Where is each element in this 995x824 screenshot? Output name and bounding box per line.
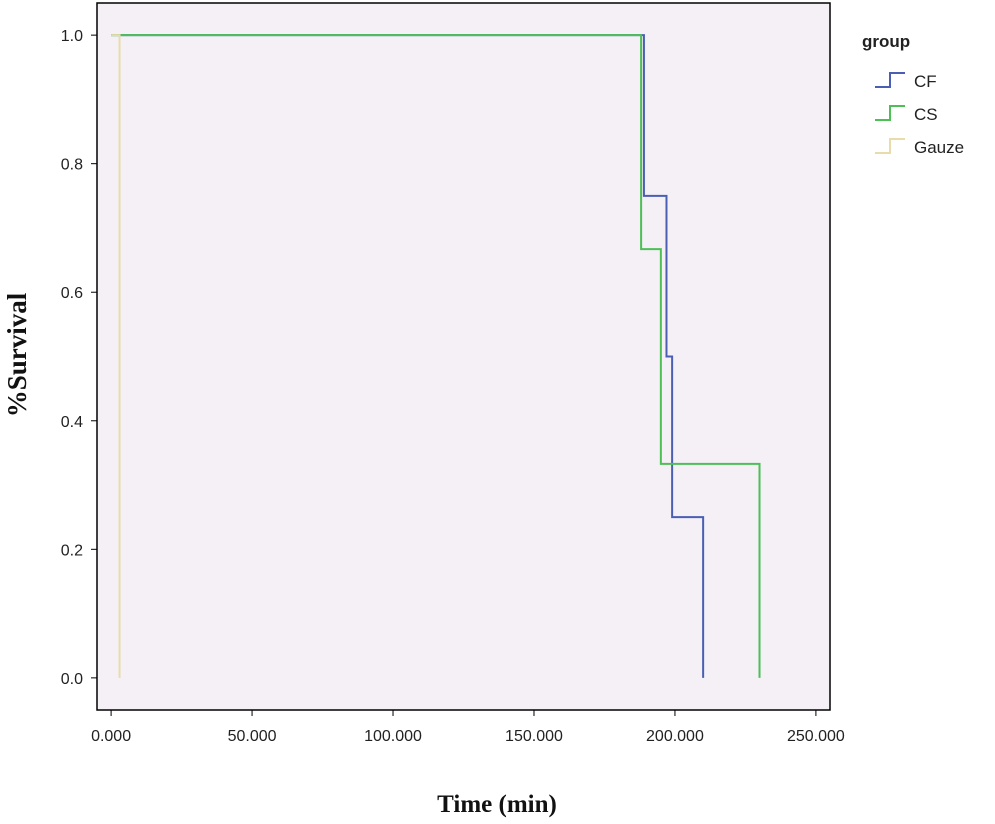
- y-tick-label: 0.2: [61, 542, 83, 559]
- legend-swatch-gauze: [875, 138, 905, 154]
- y-tick-label: 0.4: [61, 414, 83, 431]
- x-tick-label: 0.000: [91, 728, 131, 745]
- y-tick-label: 0.0: [61, 671, 83, 688]
- x-tick-label: 200.000: [646, 728, 704, 745]
- x-axis-title: Time (min): [437, 791, 557, 818]
- y-axis-title: %Survival: [2, 292, 32, 417]
- y-axis: 0.0 0.2 0.4 0.6 0.8 1.0: [61, 28, 97, 688]
- y-tick-label: 0.6: [61, 285, 83, 302]
- y-tick-label: 0.8: [61, 157, 83, 174]
- legend-label-cf: CF: [914, 72, 937, 91]
- x-axis: 0.000 50.000 100.000 150.000 200.000 250.000: [91, 710, 845, 745]
- plot-area: [96, 2, 831, 711]
- series-layer: [111, 34, 761, 678]
- x-tick-label: 250.000: [787, 728, 845, 745]
- legend-title: group: [862, 32, 910, 51]
- legend-swatch-cs: [875, 105, 905, 121]
- legend: group CF CS Gauze: [862, 32, 964, 157]
- x-tick-label: 150.000: [505, 728, 563, 745]
- legend-label-gauze: Gauze: [914, 138, 964, 157]
- legend-swatch-cf: [875, 72, 905, 88]
- series-line-cf: [111, 34, 705, 678]
- y-tick-label: 1.0: [61, 28, 83, 45]
- x-tick-label: 100.000: [364, 728, 422, 745]
- series-line-gauze: [111, 34, 121, 678]
- legend-label-cs: CS: [914, 105, 938, 124]
- x-tick-label: 50.000: [228, 728, 277, 745]
- series-line-cs: [111, 34, 761, 678]
